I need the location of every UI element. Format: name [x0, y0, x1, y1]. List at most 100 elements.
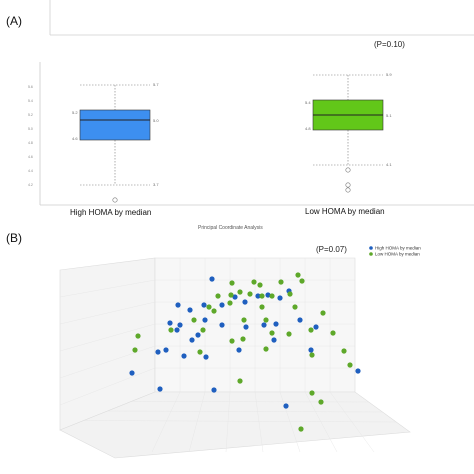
outlier-marker [112, 197, 118, 203]
grid-line [59, 345, 156, 379]
point-low-homa [247, 291, 253, 297]
point-low-homa [278, 279, 284, 285]
point-high-homa [189, 337, 195, 343]
point-low-homa [318, 399, 324, 405]
box-value-label: 5.4 [305, 100, 311, 105]
point-low-homa [240, 336, 246, 342]
box-plot: 5.6 5.4 5.2 5.0 4.8 4.6 4.4 4.2 5.7 5.2 5.0 4.6 3.7… [28, 62, 474, 206]
y-tick-label: 4.6 [28, 155, 33, 159]
point-high-homa [261, 322, 267, 328]
grid-line [83, 420, 397, 423]
point-low-homa [263, 317, 269, 323]
point-low-homa [269, 330, 275, 336]
point-low-homa [299, 278, 305, 284]
point-low-homa [228, 292, 234, 298]
grid-line [107, 410, 383, 413]
point-high-homa [157, 386, 163, 392]
panel-a-subtitle: Principal Coordinate Analysis [198, 225, 263, 231]
point-high-homa [155, 349, 161, 355]
legend-label-low: Low HOMA by median [375, 252, 420, 257]
point-high-homa [242, 299, 248, 305]
point-low-homa [237, 289, 243, 295]
point-high-homa [236, 347, 242, 353]
point-high-homa [163, 347, 169, 353]
point-high-homa [271, 337, 277, 343]
point-low-homa [309, 390, 315, 396]
point-high-homa [277, 295, 283, 301]
point-low-homa [320, 310, 326, 316]
point-low-homa [259, 293, 265, 299]
grid-line [59, 279, 156, 298]
point-low-homa [132, 347, 138, 353]
grid-line [188, 391, 206, 453]
point-high-homa [181, 353, 187, 359]
point-high-homa [255, 293, 261, 299]
box-value-label: 4.1 [386, 162, 392, 167]
box-value-label: 4.8 [305, 126, 311, 131]
y-tick-label: 4.8 [28, 141, 33, 145]
legend: High HOMA by median Low HOMA by median [369, 246, 421, 257]
box-iqr [79, 109, 151, 141]
point-low-homa [206, 304, 212, 310]
point-high-homa [187, 307, 193, 313]
point-low-homa [295, 272, 301, 278]
y-tick-label: 5.2 [28, 113, 33, 117]
grid-line [151, 391, 181, 453]
outlier-marker [345, 187, 351, 193]
point-high-homa [203, 354, 209, 360]
point-high-homa [211, 387, 217, 393]
point-low-homa [241, 317, 247, 323]
outlier-marker [345, 167, 351, 173]
point-high-homa [209, 276, 215, 282]
point-low-homa [211, 308, 217, 314]
point-low-homa [197, 349, 203, 355]
point-low-homa [286, 331, 292, 337]
point-low-homa [308, 327, 314, 333]
point-low-homa [259, 304, 265, 310]
grid-lines [59, 258, 397, 453]
point-low-homa [215, 293, 221, 299]
point-high-homa [129, 370, 135, 376]
panel-a-label: (A) [6, 14, 22, 28]
legend-marker-low [369, 252, 373, 256]
y-tick-label: 4.2 [28, 183, 33, 187]
point-high-homa [195, 332, 201, 338]
point-high-homa [219, 322, 225, 328]
point-high-homa [283, 403, 289, 409]
point-low-homa [135, 333, 141, 339]
box-value-label: 5.2 [72, 110, 78, 115]
box-value-label: 5.9 [386, 72, 392, 77]
point-low-homa [263, 346, 269, 352]
point-high-homa [273, 321, 279, 327]
pcoa-3d-scatter: High HOMA by median Low HOMA by median [59, 246, 421, 459]
box-value-label: 3.7 [153, 182, 159, 187]
point-low-homa [292, 304, 298, 310]
point-low-homa [237, 378, 243, 384]
point-high-homa [355, 368, 361, 374]
box-value-label: 5.7 [153, 82, 159, 87]
outlier-marker [345, 182, 351, 188]
point-high-homa [201, 302, 207, 308]
point-low-homa [251, 279, 257, 285]
point-low-homa [298, 426, 304, 432]
point-high-homa [308, 347, 314, 353]
y-tick-label: 5.0 [28, 127, 33, 131]
point-high-homa [243, 324, 249, 330]
box-value-label: 4.6 [72, 136, 78, 141]
point-low-homa [287, 291, 293, 297]
point-low-homa [269, 293, 275, 299]
point-low-homa [309, 352, 315, 358]
point-low-homa [227, 300, 233, 306]
point-high-homa [177, 322, 183, 328]
point-high-homa [167, 320, 173, 326]
point-low-homa [341, 348, 347, 354]
grid-line [59, 301, 156, 325]
point-low-homa [229, 280, 235, 286]
point-low-homa [330, 330, 336, 336]
point-high-homa [174, 327, 180, 333]
point-low-homa [347, 362, 353, 368]
point-high-homa [219, 302, 225, 308]
box-value-label: 5.1 [386, 113, 392, 118]
y-tick-label: 5.6 [28, 85, 33, 89]
